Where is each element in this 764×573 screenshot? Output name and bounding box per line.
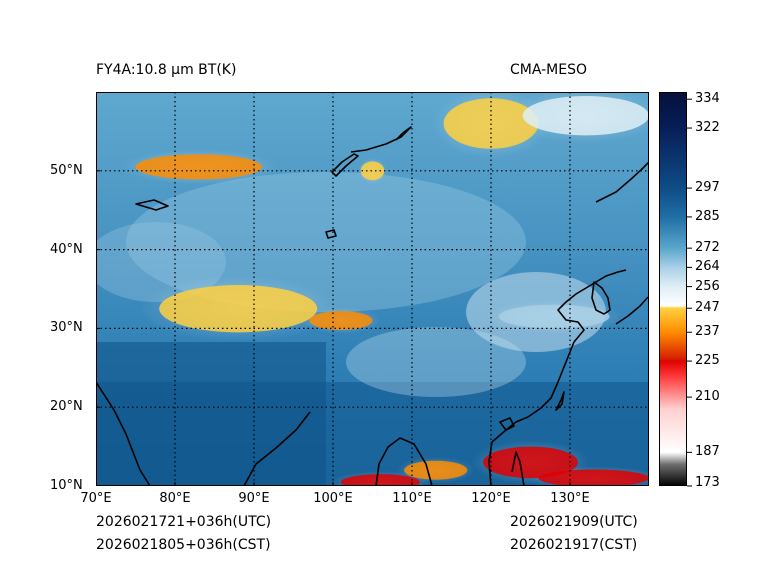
- pacific-band-cloud: [538, 469, 649, 486]
- colorbar-tick-label: 256: [695, 278, 720, 294]
- colorbar-tick-label: 297: [695, 180, 720, 196]
- lake-qinghai: [325, 229, 337, 239]
- valid-time-cst: 2026021917(CST): [510, 537, 638, 553]
- map-frame: [96, 92, 649, 486]
- cloud-layer: [119, 92, 649, 486]
- coastline-hainan: [499, 417, 515, 431]
- colorbar-tick-label: 210: [695, 389, 720, 405]
- lon-tick-label: 130°E: [550, 491, 590, 506]
- colorbar-tick-label: 187: [695, 444, 720, 460]
- tibet-plateau-cloud: [159, 285, 318, 333]
- colorbar-frame: [659, 92, 687, 486]
- coastline-okhotsk: [350, 126, 412, 153]
- lon-tick-label: 120°E: [471, 491, 511, 506]
- colorbar-tick-label: 225: [695, 353, 720, 369]
- satellite-bt-map: [96, 92, 649, 486]
- map-title: FY4A:10.8 µm BT(K): [96, 62, 237, 78]
- india-warm-land: [96, 342, 326, 486]
- colorbar-tick-label: 173: [695, 475, 720, 490]
- coastline-philippines: [511, 451, 525, 486]
- lake-baikal-cloud: [360, 161, 385, 181]
- mongolia-west-cloud: [135, 154, 262, 180]
- lat-tick-label: 50°N: [50, 162, 83, 178]
- colorbar-tick-label: 334: [695, 91, 720, 107]
- lat-tick-label: 10°N: [50, 478, 83, 493]
- lon-tick-label: 90°E: [238, 491, 270, 506]
- lon-tick-label: 70°E: [80, 491, 112, 506]
- colorbar-tick-label: 247: [695, 300, 720, 316]
- sumatra-cloud: [340, 474, 420, 486]
- lon-tick-label: 80°E: [159, 491, 191, 506]
- init-time-utc: 2026021721+036h(UTC): [96, 514, 272, 530]
- lake-baikal: [331, 153, 359, 177]
- east-china-sea-cloud: [498, 304, 610, 329]
- coastline-china: [488, 269, 627, 486]
- colorbar-tick-label: 272: [695, 240, 720, 256]
- coastline-taiwan: [555, 391, 565, 411]
- lat-tick-label: 40°N: [50, 241, 83, 257]
- colorbar-tick-label: 285: [695, 208, 720, 224]
- lon-tick-label: 100°E: [313, 491, 353, 506]
- lon-tick-label: 110°E: [392, 491, 432, 506]
- coastline-korea: [591, 281, 611, 315]
- siberia-northeast-cloud: [522, 95, 649, 136]
- lat-tick-label: 30°N: [50, 320, 83, 336]
- model-name: CMA-MESO: [510, 62, 588, 78]
- colorbar-tick-label: 237: [695, 324, 720, 340]
- axis-tickmarks: [96, 170, 571, 486]
- colorbar-fill: [659, 92, 687, 486]
- colorbar-tick-label: 322: [695, 120, 720, 136]
- south-china-sea-cloud: [404, 460, 468, 480]
- colorbar: [659, 92, 692, 487]
- colorbar-tick-label: 264: [695, 259, 720, 275]
- coastline-india: [96, 381, 311, 486]
- coastline-northeast: [595, 161, 649, 203]
- coastline-indochina: [375, 437, 433, 486]
- coastlines: [96, 126, 649, 486]
- init-time-cst: 2026021805+036h(CST): [96, 537, 271, 553]
- valid-time-utc: 2026021909(UTC): [510, 514, 638, 530]
- south-china-haze: [346, 327, 526, 397]
- lake-balkhash: [135, 199, 169, 211]
- philippines-cloud: [483, 446, 578, 479]
- coastline-japan: [615, 296, 649, 325]
- lat-tick-label: 20°N: [50, 399, 83, 415]
- tibet-east-cloud: [309, 311, 373, 330]
